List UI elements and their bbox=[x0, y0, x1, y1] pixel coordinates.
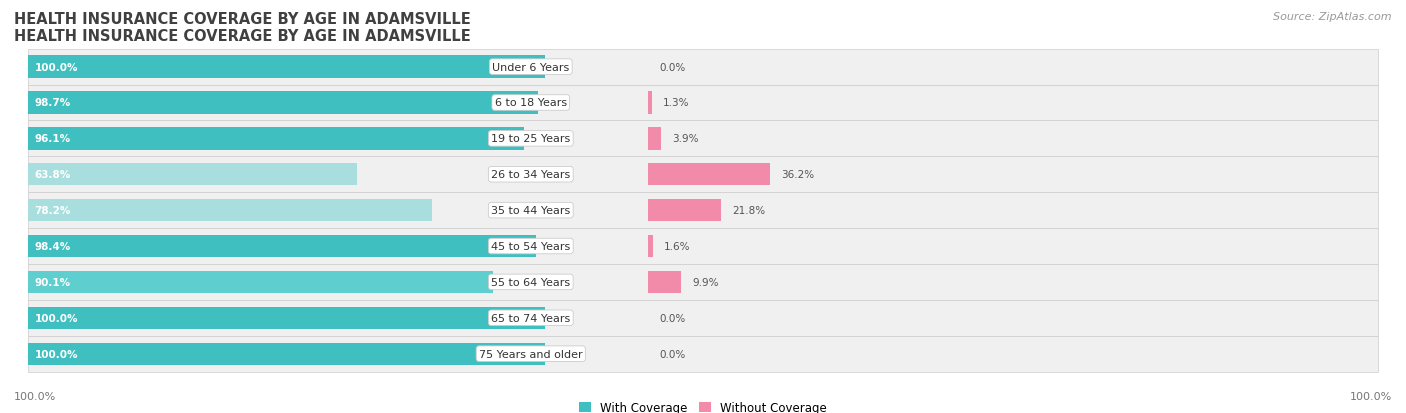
Text: 98.7%: 98.7% bbox=[35, 98, 70, 108]
Text: 65 to 74 Years: 65 to 74 Years bbox=[491, 313, 571, 323]
Text: 98.4%: 98.4% bbox=[35, 242, 70, 252]
Text: 26 to 34 Years: 26 to 34 Years bbox=[491, 170, 571, 180]
Text: 21.8%: 21.8% bbox=[733, 206, 766, 216]
Bar bbox=[28, 300, 1378, 336]
Bar bbox=[648, 235, 654, 258]
Bar bbox=[28, 92, 538, 114]
Text: 100.0%: 100.0% bbox=[1350, 391, 1392, 401]
Bar bbox=[28, 164, 357, 186]
Bar bbox=[28, 307, 544, 329]
Bar bbox=[28, 121, 1378, 157]
Bar bbox=[28, 235, 536, 258]
Bar bbox=[28, 228, 1378, 264]
Bar bbox=[28, 85, 1378, 121]
Text: 9.9%: 9.9% bbox=[692, 277, 718, 287]
Text: 78.2%: 78.2% bbox=[35, 206, 72, 216]
Text: 0.0%: 0.0% bbox=[659, 313, 685, 323]
Bar bbox=[648, 164, 770, 186]
Text: 0.0%: 0.0% bbox=[659, 349, 685, 359]
Text: 100.0%: 100.0% bbox=[14, 391, 56, 401]
Text: 90.1%: 90.1% bbox=[35, 277, 70, 287]
Bar bbox=[28, 128, 524, 150]
Text: 6 to 18 Years: 6 to 18 Years bbox=[495, 98, 567, 108]
Legend: With Coverage, Without Coverage: With Coverage, Without Coverage bbox=[579, 401, 827, 413]
Text: 35 to 44 Years: 35 to 44 Years bbox=[491, 206, 571, 216]
Bar bbox=[648, 128, 661, 150]
Bar bbox=[648, 92, 652, 114]
Bar bbox=[28, 264, 1378, 300]
Text: Source: ZipAtlas.com: Source: ZipAtlas.com bbox=[1274, 12, 1392, 22]
Text: 3.9%: 3.9% bbox=[672, 134, 699, 144]
Text: 75 Years and older: 75 Years and older bbox=[479, 349, 582, 359]
Text: 96.1%: 96.1% bbox=[35, 134, 70, 144]
Bar bbox=[28, 343, 544, 365]
Text: 1.6%: 1.6% bbox=[664, 242, 690, 252]
Text: 100.0%: 100.0% bbox=[35, 62, 79, 72]
Text: 36.2%: 36.2% bbox=[782, 170, 814, 180]
Text: 45 to 54 Years: 45 to 54 Years bbox=[491, 242, 571, 252]
Bar bbox=[648, 271, 682, 293]
Bar bbox=[28, 271, 494, 293]
Text: 1.3%: 1.3% bbox=[664, 98, 690, 108]
Text: 63.8%: 63.8% bbox=[35, 170, 70, 180]
Text: 55 to 64 Years: 55 to 64 Years bbox=[491, 277, 571, 287]
Bar bbox=[28, 157, 1378, 193]
Text: 100.0%: 100.0% bbox=[35, 349, 79, 359]
Text: 19 to 25 Years: 19 to 25 Years bbox=[491, 134, 571, 144]
Bar bbox=[28, 50, 1378, 85]
Bar bbox=[28, 193, 1378, 228]
Text: HEALTH INSURANCE COVERAGE BY AGE IN ADAMSVILLE: HEALTH INSURANCE COVERAGE BY AGE IN ADAM… bbox=[14, 12, 471, 27]
Text: 0.0%: 0.0% bbox=[659, 62, 685, 72]
Bar bbox=[28, 56, 544, 78]
Bar bbox=[28, 336, 1378, 372]
Bar bbox=[648, 199, 721, 222]
Text: Under 6 Years: Under 6 Years bbox=[492, 62, 569, 72]
Text: HEALTH INSURANCE COVERAGE BY AGE IN ADAMSVILLE: HEALTH INSURANCE COVERAGE BY AGE IN ADAM… bbox=[14, 29, 471, 44]
Bar bbox=[28, 199, 432, 222]
Text: 100.0%: 100.0% bbox=[35, 313, 79, 323]
